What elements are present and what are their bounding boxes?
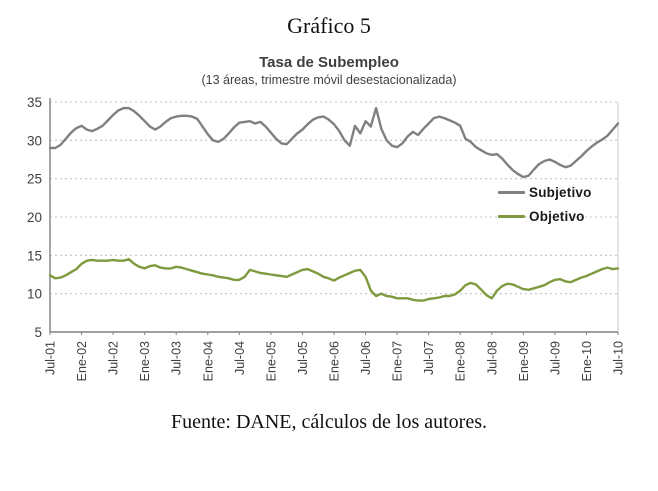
svg-text:Ene-09: Ene-09 bbox=[517, 341, 531, 381]
line-chart: 5 10 15 20 25 30 35 Jul-01 Ene-02 Jul-02 Ene-03 Jul… bbox=[27, 95, 626, 381]
svg-text:15: 15 bbox=[27, 248, 42, 263]
svg-text:Jul-10: Jul-10 bbox=[612, 341, 626, 375]
svg-text:Jul-04: Jul-04 bbox=[233, 341, 247, 375]
svg-text:35: 35 bbox=[27, 95, 42, 110]
svg-text:Ene-05: Ene-05 bbox=[264, 341, 278, 381]
legend-label-subjetivo: Subjetivo bbox=[529, 185, 592, 200]
svg-text:Jul-01: Jul-01 bbox=[44, 341, 58, 375]
chart-subtitle: (13 áreas, trimestre móvil desestacional… bbox=[201, 73, 457, 87]
svg-text:20: 20 bbox=[27, 210, 42, 225]
svg-text:Ene-08: Ene-08 bbox=[454, 341, 468, 381]
legend-label-objetivo: Objetivo bbox=[529, 209, 585, 224]
svg-text:Ene-03: Ene-03 bbox=[138, 341, 152, 381]
svg-text:Jul-09: Jul-09 bbox=[548, 341, 562, 375]
svg-text:25: 25 bbox=[27, 172, 42, 187]
svg-text:10: 10 bbox=[27, 287, 42, 302]
figure-label: Gráfico 5 bbox=[287, 13, 371, 38]
chart-area: 5 10 15 20 25 30 35 Jul-01 Ene-02 Jul-02 Ene-03 Jul… bbox=[0, 89, 658, 401]
svg-text:Jul-08: Jul-08 bbox=[485, 341, 499, 375]
svg-text:Jul-02: Jul-02 bbox=[107, 341, 121, 375]
svg-text:Ene-02: Ene-02 bbox=[75, 341, 89, 381]
svg-text:Jul-06: Jul-06 bbox=[359, 341, 373, 375]
objetivo-line-swatch bbox=[498, 215, 525, 218]
svg-text:Ene-04: Ene-04 bbox=[201, 341, 215, 381]
svg-text:Jul-03: Jul-03 bbox=[170, 341, 184, 375]
svg-text:Ene-07: Ene-07 bbox=[391, 341, 405, 381]
legend-item-objetivo: Objetivo bbox=[498, 209, 592, 224]
subjetivo-line-swatch bbox=[498, 191, 525, 194]
svg-text:5: 5 bbox=[34, 325, 42, 340]
svg-text:Ene-10: Ene-10 bbox=[580, 341, 594, 381]
source-note: Fuente: DANE, cálculos de los autores. bbox=[170, 411, 488, 433]
svg-text:Jul-05: Jul-05 bbox=[296, 341, 310, 375]
chart-title: Tasa de Subempleo bbox=[259, 54, 399, 71]
legend-item-subjetivo: Subjetivo bbox=[498, 185, 592, 200]
legend: Subjetivo Objetivo bbox=[498, 185, 592, 224]
svg-text:30: 30 bbox=[27, 133, 42, 148]
svg-text:Ene-06: Ene-06 bbox=[328, 341, 342, 381]
svg-text:Jul-07: Jul-07 bbox=[422, 341, 436, 375]
